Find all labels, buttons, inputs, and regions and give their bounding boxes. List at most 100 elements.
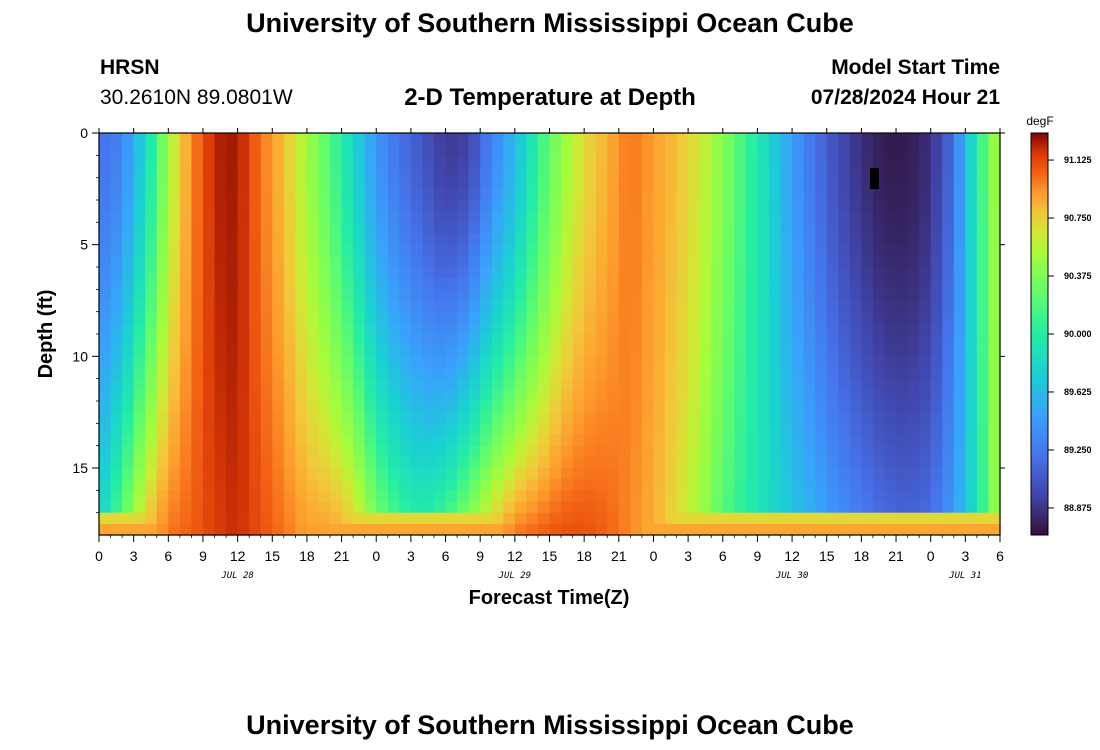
heatmap-cell bbox=[572, 434, 585, 447]
heatmap-cell bbox=[399, 523, 412, 536]
heatmap-cell bbox=[849, 378, 862, 391]
heatmap-cell bbox=[792, 367, 805, 380]
heatmap-cell bbox=[607, 311, 620, 324]
heatmap-cell bbox=[457, 523, 470, 536]
heatmap-cell bbox=[514, 479, 527, 491]
heatmap-cell bbox=[226, 133, 239, 145]
heatmap-cell bbox=[260, 300, 273, 313]
heatmap-cell bbox=[884, 278, 897, 290]
heatmap-cell bbox=[526, 200, 539, 212]
heatmap-cell bbox=[815, 434, 828, 447]
heatmap-cell bbox=[549, 490, 562, 503]
heatmap-cell bbox=[699, 133, 712, 145]
heatmap-cell bbox=[260, 490, 273, 503]
heatmap-cell bbox=[572, 412, 585, 424]
heatmap-cell bbox=[410, 523, 424, 536]
heatmap-cell bbox=[976, 434, 990, 447]
heatmap-cell bbox=[237, 334, 250, 346]
heatmap-cell bbox=[653, 289, 666, 302]
heatmap-cell bbox=[341, 434, 354, 447]
heatmap-cell bbox=[156, 456, 169, 469]
heatmap-cell bbox=[803, 177, 816, 190]
heatmap-cell bbox=[676, 222, 689, 235]
heatmap-cell bbox=[699, 222, 712, 235]
heatmap-cell bbox=[318, 389, 331, 402]
heatmap-cell bbox=[399, 144, 412, 156]
heatmap-cell bbox=[849, 423, 862, 436]
heatmap-cell bbox=[734, 445, 747, 458]
heatmap-cell bbox=[226, 211, 239, 223]
heatmap-cell bbox=[202, 412, 216, 424]
heatmap-cell bbox=[780, 523, 793, 536]
heatmap-cell bbox=[468, 345, 481, 357]
heatmap-cell bbox=[318, 222, 331, 235]
x-tick-label: 3 bbox=[407, 548, 415, 564]
heatmap-cell bbox=[792, 378, 805, 391]
heatmap-cell bbox=[884, 445, 897, 458]
heatmap-cell bbox=[792, 244, 805, 257]
heatmap-cell bbox=[711, 490, 724, 503]
heatmap-cell bbox=[838, 490, 851, 503]
heatmap-cell bbox=[641, 501, 655, 514]
heatmap-cell bbox=[919, 523, 932, 536]
heatmap-cell bbox=[665, 434, 678, 447]
heatmap-cell bbox=[907, 367, 920, 380]
heatmap-cell bbox=[422, 144, 435, 156]
heatmap-cell bbox=[145, 155, 158, 168]
heatmap-cell bbox=[353, 267, 366, 279]
heatmap-cell bbox=[537, 389, 551, 402]
heatmap-cell bbox=[676, 133, 689, 145]
heatmap-cell bbox=[965, 334, 978, 346]
heatmap-cell bbox=[734, 345, 747, 357]
heatmap-cell bbox=[410, 434, 424, 447]
heatmap-cell bbox=[549, 188, 562, 201]
heatmap-cell bbox=[526, 188, 539, 201]
heatmap-cell bbox=[572, 267, 585, 279]
heatmap-cell bbox=[422, 401, 435, 413]
heatmap-cell bbox=[480, 456, 493, 469]
heatmap-cell bbox=[191, 133, 204, 145]
heatmap-cell bbox=[480, 300, 493, 313]
heatmap-cell bbox=[792, 177, 805, 190]
heatmap-cell bbox=[341, 345, 354, 357]
heatmap-cell bbox=[745, 334, 759, 346]
heatmap-cell bbox=[133, 445, 146, 458]
heatmap-cell bbox=[249, 512, 262, 525]
heatmap-cell bbox=[249, 389, 262, 402]
heatmap-cell bbox=[99, 512, 112, 525]
heatmap-cell bbox=[734, 322, 747, 335]
heatmap-cell bbox=[514, 155, 527, 168]
heatmap-cell bbox=[399, 479, 412, 491]
heatmap-cell bbox=[780, 177, 793, 190]
heatmap-cell bbox=[838, 434, 851, 447]
heatmap-cell bbox=[364, 300, 377, 313]
heatmap-cell bbox=[907, 144, 920, 156]
heatmap-cell bbox=[676, 211, 689, 223]
heatmap-cell bbox=[641, 166, 655, 179]
heatmap-cell bbox=[699, 334, 712, 346]
heatmap-cell bbox=[584, 456, 597, 469]
heatmap-cell bbox=[191, 222, 204, 235]
heatmap-cell bbox=[745, 367, 759, 380]
heatmap-cell bbox=[364, 456, 377, 469]
heatmap-cell bbox=[595, 211, 608, 223]
heatmap-cell bbox=[503, 177, 516, 190]
heatmap-cell bbox=[861, 523, 874, 536]
x-tick-label: 3 bbox=[961, 548, 969, 564]
heatmap-cell bbox=[688, 244, 701, 257]
heatmap-cell bbox=[907, 322, 920, 335]
heatmap-cell bbox=[191, 278, 204, 290]
heatmap-cell bbox=[572, 255, 585, 268]
heatmap-cell bbox=[480, 345, 493, 357]
heatmap-cell bbox=[283, 490, 296, 503]
heatmap-cell bbox=[676, 367, 689, 380]
heatmap-cell bbox=[330, 300, 343, 313]
heatmap-cell bbox=[976, 155, 990, 168]
heatmap-cell bbox=[630, 423, 643, 436]
heatmap-cell bbox=[445, 255, 458, 268]
heatmap-cell bbox=[768, 222, 782, 235]
heatmap-cell bbox=[376, 267, 389, 279]
heatmap-cell bbox=[942, 345, 955, 357]
heatmap-cell bbox=[514, 401, 527, 413]
heatmap-cell bbox=[907, 501, 920, 514]
